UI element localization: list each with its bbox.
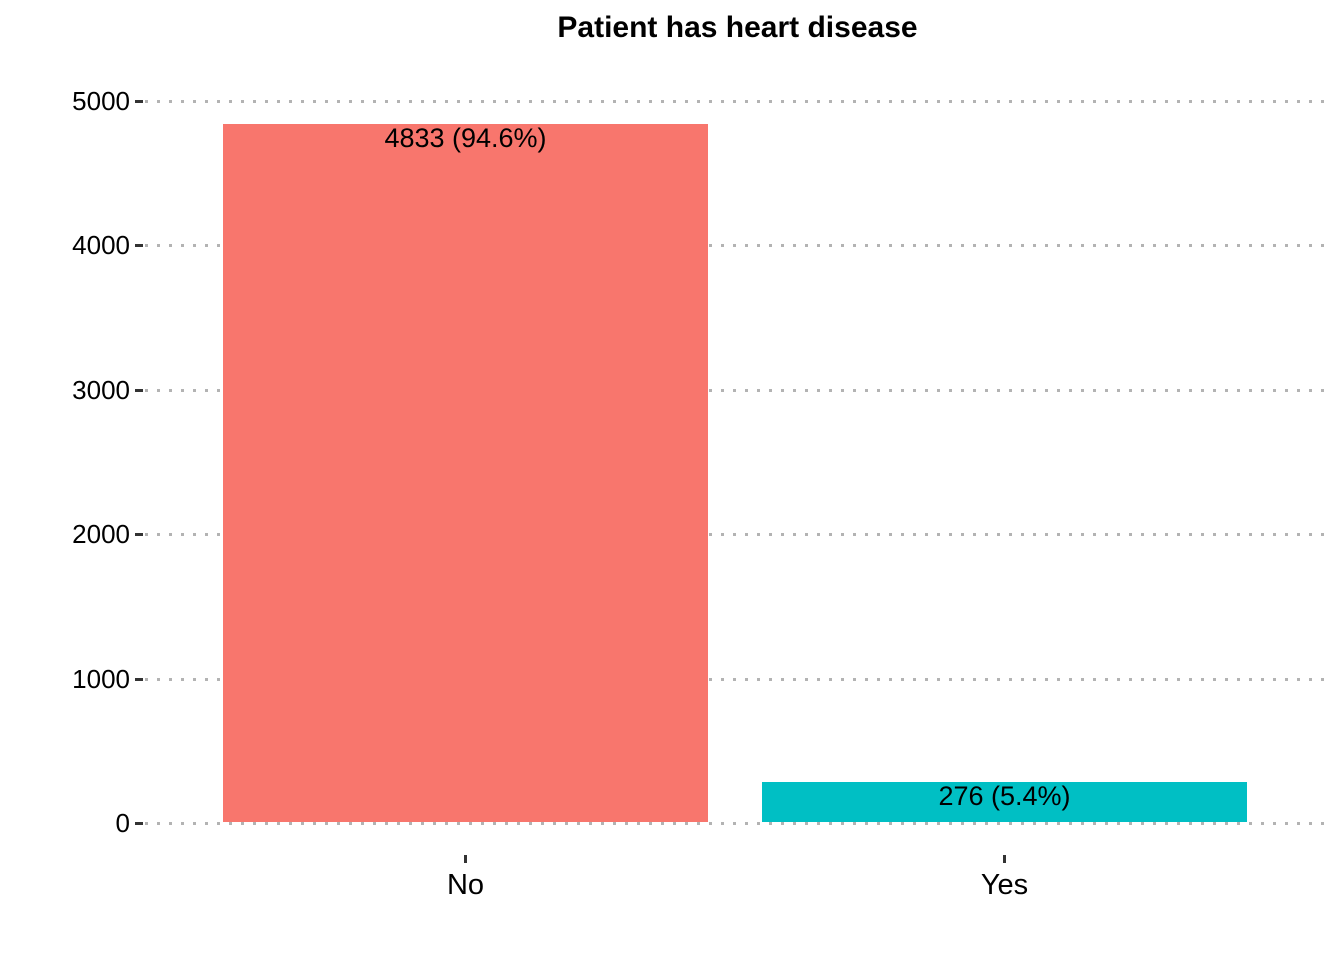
bar-no (223, 124, 708, 822)
y-tick-label: 1000 (72, 664, 130, 694)
bar-value-label: 4833 (94.6%) (384, 123, 547, 153)
y-axis-tick (135, 100, 143, 103)
bar-yes (762, 782, 1247, 822)
y-tick-label: 2000 (72, 519, 130, 549)
y-gridline (145, 533, 1330, 536)
y-axis-tick (135, 822, 143, 825)
chart-title: Patient has heart disease (557, 11, 918, 44)
x-axis-tick (1003, 855, 1006, 863)
x-category-label: Yes (980, 869, 1029, 901)
y-gridline (145, 389, 1330, 392)
y-tick-label: 3000 (72, 375, 130, 405)
y-axis-tick (135, 678, 143, 681)
y-gridline (145, 678, 1330, 681)
y-axis-tick (135, 389, 143, 392)
bar-value-label: 276 (5.4%) (938, 781, 1071, 811)
x-category-label: No (446, 869, 485, 901)
y-gridline (145, 100, 1330, 103)
y-tick-label: 5000 (72, 86, 130, 116)
x-axis-tick (464, 855, 467, 863)
y-tick-label: 4000 (72, 230, 130, 260)
y-gridline (145, 244, 1330, 247)
y-axis-tick (135, 244, 143, 247)
y-gridline (145, 822, 1330, 825)
y-tick-label: 0 (115, 808, 130, 838)
y-axis-tick (135, 533, 143, 536)
